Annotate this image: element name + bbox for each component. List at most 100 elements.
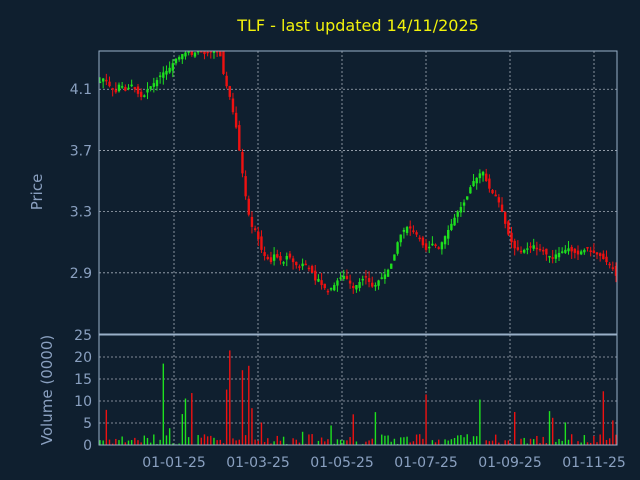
candle-body — [510, 232, 513, 243]
volume-bar — [273, 441, 275, 445]
volume-bar — [365, 441, 367, 445]
volume-bar — [203, 434, 206, 445]
candle-body — [225, 75, 228, 87]
volume-bar — [270, 443, 272, 445]
volume-bar — [488, 441, 491, 445]
candle-body — [212, 51, 216, 53]
volume-bar — [232, 438, 234, 445]
candle-body — [310, 265, 314, 273]
candle-body — [101, 78, 105, 82]
price-panel-frame — [98, 50, 618, 335]
volume-bar — [355, 441, 358, 445]
candle-body — [545, 248, 548, 255]
volume-bar — [444, 439, 446, 445]
candle-body — [573, 248, 577, 253]
volume-bar — [476, 436, 478, 445]
volume-bar — [327, 439, 329, 445]
candle-body — [421, 237, 425, 246]
candle-body — [462, 202, 466, 206]
candle-body — [336, 280, 339, 286]
volume-bar — [210, 435, 212, 445]
candle-body — [595, 252, 599, 255]
candle-body — [602, 253, 605, 260]
volume-bar — [111, 443, 114, 445]
volume-bar — [447, 440, 449, 445]
volume-bar — [510, 443, 513, 445]
candle-body — [130, 84, 133, 87]
candle-body — [418, 237, 421, 240]
candle-body — [222, 51, 225, 74]
candle-body — [326, 290, 330, 293]
volume-bar — [485, 440, 487, 445]
volume-bar — [172, 443, 174, 445]
volume-bar — [108, 439, 111, 445]
price-tick-label: 2.9 — [70, 266, 92, 282]
volume-bar — [466, 434, 468, 445]
volume-bar — [371, 438, 373, 445]
candle-body — [598, 253, 602, 256]
candle-body — [127, 87, 130, 90]
volume-bar — [352, 414, 354, 445]
volume-bar — [532, 439, 535, 445]
candle-body — [567, 248, 570, 252]
volume-bar — [586, 442, 589, 445]
candle-body — [405, 226, 409, 233]
candle-body — [538, 248, 542, 251]
candle-body — [586, 247, 589, 249]
volume-bar — [99, 440, 101, 445]
volume-bar — [225, 389, 228, 445]
volume-bar — [472, 436, 475, 445]
candle-body — [120, 86, 124, 88]
volume-bar — [409, 442, 411, 445]
candle-body — [500, 204, 504, 212]
volume-bar — [336, 439, 339, 445]
candle-body — [295, 261, 298, 266]
candle-body — [234, 112, 238, 128]
volume-bar — [251, 408, 253, 445]
candle-body — [184, 52, 187, 57]
volume-bar — [403, 437, 405, 445]
price-tick-label: 4.1 — [70, 82, 92, 98]
candle-body — [371, 282, 374, 287]
volume-bar — [127, 440, 130, 445]
volume-bar — [292, 438, 294, 445]
x-tick-label: 01-11-25 — [562, 455, 626, 471]
candle-body — [548, 255, 551, 258]
candle-body — [557, 252, 561, 258]
volume-bar — [143, 435, 146, 445]
volume-bar — [548, 411, 551, 445]
candle-body — [390, 263, 393, 269]
volume-bar — [513, 412, 516, 445]
volume-bar — [317, 440, 320, 445]
volume-bar — [149, 442, 152, 445]
volume-bar — [165, 435, 168, 445]
candle-body — [564, 249, 567, 253]
volume-bar — [187, 437, 190, 445]
volume-bar — [140, 442, 142, 445]
volume-tick-label: 25 — [74, 328, 92, 344]
candle-body — [291, 258, 295, 263]
x-tick-label: 01-01-25 — [142, 455, 206, 471]
volume-bar — [450, 439, 453, 445]
volume-bar — [162, 363, 165, 445]
volume-bar — [282, 436, 285, 445]
volume-bar — [539, 443, 541, 445]
volume-bar — [589, 442, 592, 445]
volume-bar — [438, 439, 440, 445]
candle-body — [253, 228, 257, 230]
candle-body — [266, 256, 269, 260]
candle-body — [136, 86, 140, 94]
volume-bar — [393, 438, 396, 445]
chart-title: TLF - last updated 14/11/2025 — [236, 16, 479, 35]
volume-bar — [599, 434, 601, 445]
volume-bar — [583, 435, 586, 445]
volume-tick-label: 10 — [74, 394, 92, 410]
candle-body — [592, 250, 596, 253]
candle-body — [614, 265, 618, 276]
candle-body — [244, 176, 247, 197]
volume-bar — [330, 425, 332, 445]
candle-body — [516, 247, 520, 250]
candle-body — [526, 248, 529, 250]
volume-bar — [115, 438, 117, 445]
candle-body — [209, 51, 212, 53]
